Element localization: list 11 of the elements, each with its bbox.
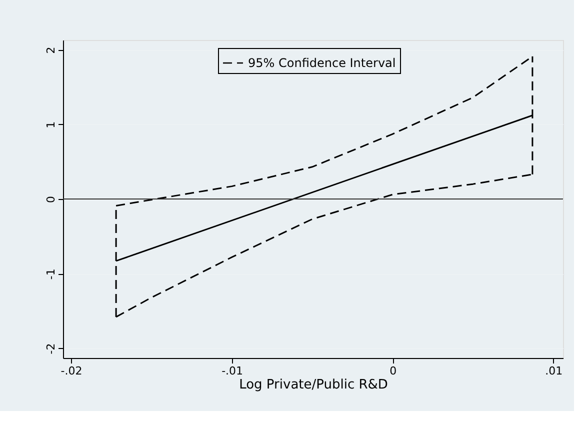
x-tick-label: .01 <box>545 364 563 378</box>
y-tick-label: -2 <box>44 343 58 354</box>
x-tick-label: 0 <box>390 364 397 378</box>
x-tick-label: -.01 <box>222 364 244 378</box>
y-tick-label: 1 <box>44 121 58 128</box>
y-tick-label: 2 <box>44 46 58 54</box>
y-tick-label: 0 <box>44 196 58 203</box>
x-axis-title: Log Private/Public R&D <box>239 378 388 392</box>
x-tick-label: -.02 <box>60 364 82 378</box>
legend-label: 95% Confidence Interval <box>248 56 396 70</box>
y-tick-label: -1 <box>44 268 58 280</box>
